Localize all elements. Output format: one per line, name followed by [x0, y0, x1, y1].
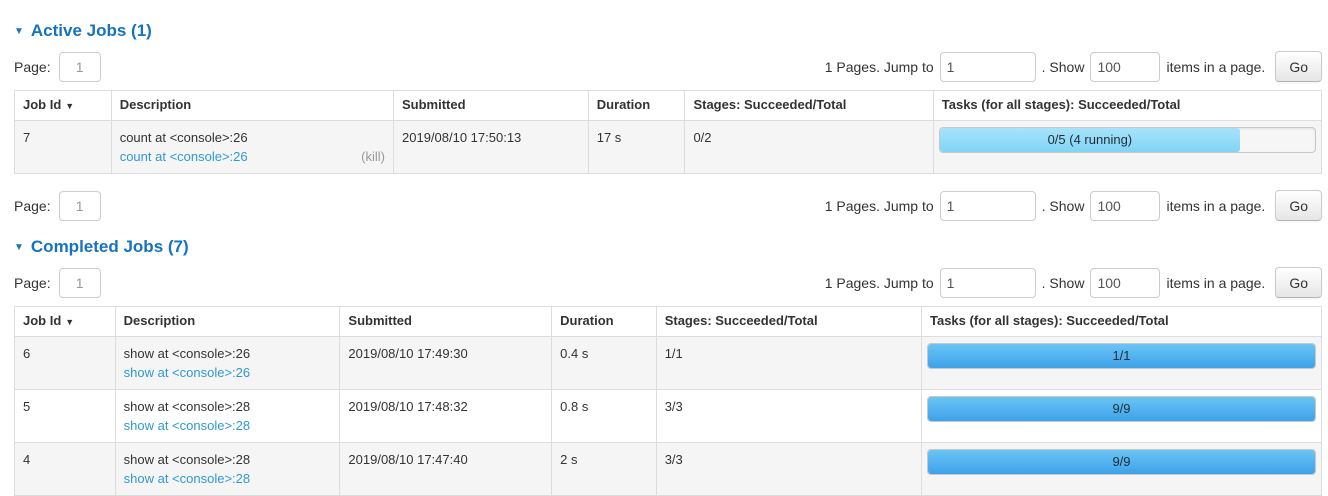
description-text: count at <console>:26 — [119, 130, 248, 145]
go-button[interactable]: Go — [1275, 267, 1322, 298]
tasks-progress-bar: 9/9 — [927, 396, 1316, 422]
stages-cell: 3/3 — [655, 442, 923, 496]
items-text: items in a page. — [1166, 274, 1266, 291]
progress-fill-running: 0/5 (4 running) — [939, 128, 1240, 152]
collapse-arrow-icon: ▼ — [14, 25, 24, 37]
column-header-duration[interactable]: Duration — [551, 306, 657, 337]
description-text: show at <console>:28 — [123, 399, 251, 414]
table-row-job-4: 4 show at <console>:28 show at <console>… — [14, 442, 1322, 496]
pages-info-text: 1 Pages. Jump to — [824, 274, 934, 291]
job-id-cell: 7 — [14, 120, 112, 174]
table-row-job-7: 7 count at <console>:26 count at <consol… — [14, 120, 1323, 174]
column-header-duration[interactable]: Duration — [587, 90, 686, 121]
jump-to-page-input[interactable] — [939, 51, 1036, 82]
table-row-job-5: 5 show at <console>:28 show at <console>… — [14, 389, 1322, 443]
table-row-job-6: 6 show at <console>:26 show at <console>… — [14, 336, 1322, 390]
pages-info-text: 1 Pages. Jump to — [824, 197, 934, 214]
items-text: items in a page. — [1166, 58, 1266, 75]
duration-cell: 2 s — [551, 442, 657, 496]
column-header-stages[interactable]: Stages: Succeeded/Total — [684, 90, 934, 121]
progress-fill-succeeded: 9/9 — [928, 397, 1315, 421]
column-header-job-id[interactable]: Job Id ▼ — [14, 306, 116, 337]
duration-cell: 17 s — [587, 120, 686, 174]
items-text: items in a page. — [1166, 197, 1266, 214]
page-label: Page: — [14, 58, 51, 75]
description-text: show at <console>:26 — [123, 346, 251, 361]
job-id-cell: 6 — [14, 336, 116, 390]
tasks-progress-bar: 1/1 — [927, 343, 1316, 369]
current-page-input[interactable] — [58, 267, 101, 298]
column-header-tasks[interactable]: Tasks (for all stages): Succeeded/Total — [932, 90, 1323, 121]
tasks-cell: 9/9 — [921, 442, 1322, 496]
submitted-cell: 2019/08/10 17:50:13 — [393, 120, 589, 174]
show-text: . Show — [1041, 197, 1085, 214]
description-text: show at <console>:28 — [123, 452, 251, 467]
job-detail-link[interactable]: count at <console>:26 — [119, 149, 248, 164]
job-id-cell: 5 — [14, 389, 116, 443]
jump-to-page-input[interactable] — [939, 267, 1036, 298]
items-per-page-input[interactable] — [1090, 267, 1161, 298]
tasks-progress-bar: 9/9 — [927, 449, 1316, 475]
progress-fill-succeeded: 9/9 — [928, 450, 1315, 474]
description-cell: show at <console>:26 show at <console>:2… — [114, 336, 341, 390]
column-header-stages[interactable]: Stages: Succeeded/Total — [655, 306, 923, 337]
collapse-arrow-icon: ▼ — [14, 241, 24, 253]
section-header-completed-jobs[interactable]: ▼ Completed Jobs (7) — [14, 237, 1322, 257]
sort-desc-icon: ▼ — [65, 101, 75, 111]
items-per-page-input[interactable] — [1090, 190, 1161, 221]
column-header-description[interactable]: Description — [110, 90, 395, 121]
show-text: . Show — [1041, 58, 1085, 75]
duration-cell: 0.8 s — [551, 389, 657, 443]
submitted-cell: 2019/08/10 17:49:30 — [339, 336, 553, 390]
go-button[interactable]: Go — [1275, 190, 1322, 221]
pages-info-text: 1 Pages. Jump to — [824, 58, 934, 75]
pagination-row-active-top: Page: 1 Pages. Jump to . Show items in a… — [14, 51, 1322, 82]
show-text: . Show — [1041, 274, 1085, 291]
column-header-submitted[interactable]: Submitted — [393, 90, 589, 121]
stages-cell: 0/2 — [684, 120, 934, 174]
column-header-description[interactable]: Description — [114, 306, 341, 337]
current-page-input[interactable] — [58, 51, 101, 82]
submitted-cell: 2019/08/10 17:48:32 — [339, 389, 553, 443]
description-cell: show at <console>:28 show at <console>:2… — [114, 442, 341, 496]
current-page-input[interactable] — [58, 190, 101, 221]
stages-cell: 1/1 — [655, 336, 923, 390]
table-header-row: Job Id ▼ Description Submitted Duration S… — [14, 90, 1323, 121]
pagination-row-active-bottom: Page: 1 Pages. Jump to . Show items in a… — [14, 190, 1322, 221]
table-header-row: Job Id ▼ Description Submitted Duration S… — [14, 306, 1322, 337]
pagination-row-completed-top: Page: 1 Pages. Jump to . Show items in a… — [14, 267, 1322, 298]
description-cell: show at <console>:28 show at <console>:2… — [114, 389, 341, 443]
go-button[interactable]: Go — [1275, 51, 1322, 82]
active-jobs-table: Job Id ▼ Description Submitted Duration S… — [14, 90, 1323, 174]
page-label: Page: — [14, 274, 51, 291]
section-title-text: Active Jobs (1) — [30, 21, 152, 40]
job-detail-link[interactable]: show at <console>:28 — [123, 471, 251, 486]
sort-desc-icon: ▼ — [65, 317, 75, 327]
page-label: Page: — [14, 197, 51, 214]
progress-fill-succeeded: 1/1 — [928, 344, 1315, 368]
tasks-progress-bar: 0/5 (4 running) — [938, 127, 1316, 153]
submitted-cell: 2019/08/10 17:47:40 — [339, 442, 553, 496]
section-title-text: Completed Jobs (7) — [30, 237, 189, 256]
tasks-cell: 9/9 — [921, 389, 1322, 443]
job-id-cell: 4 — [14, 442, 116, 496]
stages-cell: 3/3 — [655, 389, 923, 443]
duration-cell: 0.4 s — [551, 336, 657, 390]
kill-job-link[interactable]: (kill) — [361, 149, 385, 164]
column-header-tasks[interactable]: Tasks (for all stages): Succeeded/Total — [921, 306, 1322, 337]
column-header-job-id[interactable]: Job Id ▼ — [14, 90, 112, 121]
jump-to-page-input[interactable] — [939, 190, 1036, 221]
description-cell: count at <console>:26 count at <console>… — [110, 120, 395, 174]
completed-jobs-table: Job Id ▼ Description Submitted Duration S… — [14, 306, 1322, 496]
tasks-cell: 0/5 (4 running) — [932, 120, 1323, 174]
column-header-submitted[interactable]: Submitted — [339, 306, 553, 337]
job-detail-link[interactable]: show at <console>:28 — [123, 418, 251, 433]
tasks-cell: 1/1 — [921, 336, 1322, 390]
items-per-page-input[interactable] — [1090, 51, 1161, 82]
section-header-active-jobs[interactable]: ▼ Active Jobs (1) — [14, 21, 1322, 41]
job-detail-link[interactable]: show at <console>:26 — [123, 365, 251, 380]
